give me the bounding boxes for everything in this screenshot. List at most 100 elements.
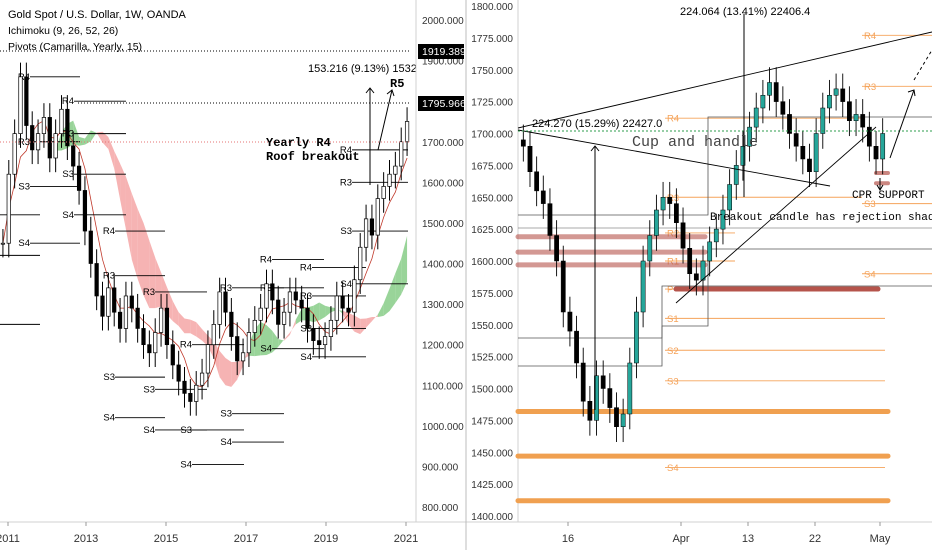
projection-arrow	[377, 89, 393, 151]
pivot-level-label: P	[667, 285, 673, 296]
price-badge-1795: 1795.966	[418, 96, 466, 111]
price-tick-label: 1675.000	[471, 161, 513, 172]
candle-body	[654, 209, 659, 236]
time-tick-label: 2017	[234, 533, 258, 545]
cloud-segment	[137, 208, 144, 296]
arrow-head	[365, 87, 375, 94]
cloud-segment	[161, 272, 167, 315]
note-top-measure: 224.064 (13.41%) 22406.4	[680, 6, 810, 18]
pivot-level-label: S4	[864, 269, 876, 280]
price-tick-label: 1425.000	[471, 480, 513, 491]
candle-body	[176, 364, 181, 382]
candle-body	[614, 407, 619, 427]
pivot-level-label: S2	[667, 346, 679, 357]
left-price-axis: 800.000 900.000 1000.000 1100.000 1200.000 13…	[422, 16, 464, 514]
candle-body	[240, 352, 246, 362]
candle-body	[246, 332, 252, 354]
candle-body	[387, 173, 392, 187]
candle-body	[194, 384, 199, 402]
arrow-head	[907, 89, 916, 97]
arrow-head	[386, 89, 395, 97]
cloud-segment	[360, 318, 367, 335]
cloud-segment	[90, 130, 97, 142]
candle-body	[600, 375, 606, 389]
pivot-level-label: R4	[103, 226, 115, 237]
candle-body	[880, 133, 886, 160]
candle-body	[399, 141, 404, 167]
candle-body	[760, 95, 766, 109]
pivot-level-label: S3	[62, 169, 74, 180]
candle-body	[793, 133, 799, 147]
pivot-level-label: R1	[667, 257, 679, 268]
cloud-segment	[237, 359, 244, 380]
candle-body	[317, 340, 322, 346]
candle-body	[24, 76, 29, 126]
kijun-line	[2, 120, 408, 388]
candle-body	[287, 291, 293, 313]
candle-body	[547, 203, 553, 236]
cloud-segment	[190, 319, 197, 337]
pivot-level-label: S4	[220, 437, 232, 448]
candle-body	[135, 307, 140, 329]
candle-body	[827, 95, 832, 109]
left-plot-area	[0, 0, 416, 522]
candle-body	[205, 344, 211, 374]
note-cpr-support: CPR SUPPORT	[852, 190, 925, 202]
ichimoku-legend: Ichimoku (9, 26, 52, 26)	[8, 25, 118, 37]
cloud-segment	[266, 325, 273, 355]
price-tick-label: 1400.000	[471, 512, 513, 523]
cloud-segment	[155, 257, 162, 309]
candle-body	[112, 287, 117, 313]
candle-body	[753, 107, 759, 128]
candle-body	[404, 121, 410, 143]
right-price-axis: 1400.000 1425.000 1450.000 1475.000 1500.000…	[471, 2, 513, 523]
candle-body	[82, 190, 88, 232]
time-tick-label: 13	[742, 533, 754, 545]
pivot-level-label: S4	[18, 238, 30, 249]
time-tick-label: 16	[562, 533, 574, 545]
candle-body	[235, 336, 240, 362]
candle-body	[129, 295, 134, 309]
cloud-segment	[184, 318, 191, 334]
cloud-segment	[102, 131, 109, 150]
price-tick-label: 1000.000	[422, 422, 464, 433]
pivot-level-label: R4	[667, 114, 679, 125]
candle-body	[53, 133, 58, 159]
candle-body	[574, 330, 579, 364]
cloud-segment	[225, 357, 232, 387]
candle-body	[322, 336, 328, 346]
pivot-level-label: S3	[220, 409, 232, 420]
time-tick-label: 2019	[314, 533, 338, 545]
left-weekly-chart: R4 R3 S3 S4 R4 R3 S3 S4 R3 S3 S4 R4 R3 S3 S4 R3 S3 S4 R4 S3…	[0, 0, 466, 545]
pivot-level-label: S3	[103, 372, 115, 383]
price-tick-label: 1750.000	[471, 66, 513, 77]
candle-body	[375, 198, 380, 236]
candle-body	[866, 126, 872, 147]
candle-body	[773, 82, 779, 102]
cloud-segment	[371, 314, 378, 322]
pivot-level-label: R3	[864, 82, 876, 93]
candle-body	[88, 230, 93, 264]
candle-body	[567, 311, 573, 332]
candle-body	[358, 246, 363, 281]
candle-body	[217, 291, 222, 325]
candle-body	[59, 108, 64, 134]
candle-body	[188, 393, 193, 402]
cup-rim-line	[517, 129, 831, 187]
structure-line	[518, 285, 932, 339]
pivot-level-label: R4	[340, 145, 352, 156]
candle-body	[71, 145, 76, 167]
price-tick-label: 1200.000	[422, 341, 464, 352]
pivot-level-label: S4	[143, 425, 155, 436]
candle-body	[229, 311, 234, 337]
candle-body	[141, 328, 146, 346]
cloud-segment	[149, 240, 156, 309]
candle-body	[680, 222, 686, 249]
cloud-segment	[319, 302, 326, 321]
candle-body	[6, 173, 11, 244]
price-tick-label: 1725.000	[471, 98, 513, 109]
candle-body	[346, 307, 351, 313]
price-tick-label: 1475.000	[471, 416, 513, 427]
cloud-segment	[389, 273, 396, 312]
